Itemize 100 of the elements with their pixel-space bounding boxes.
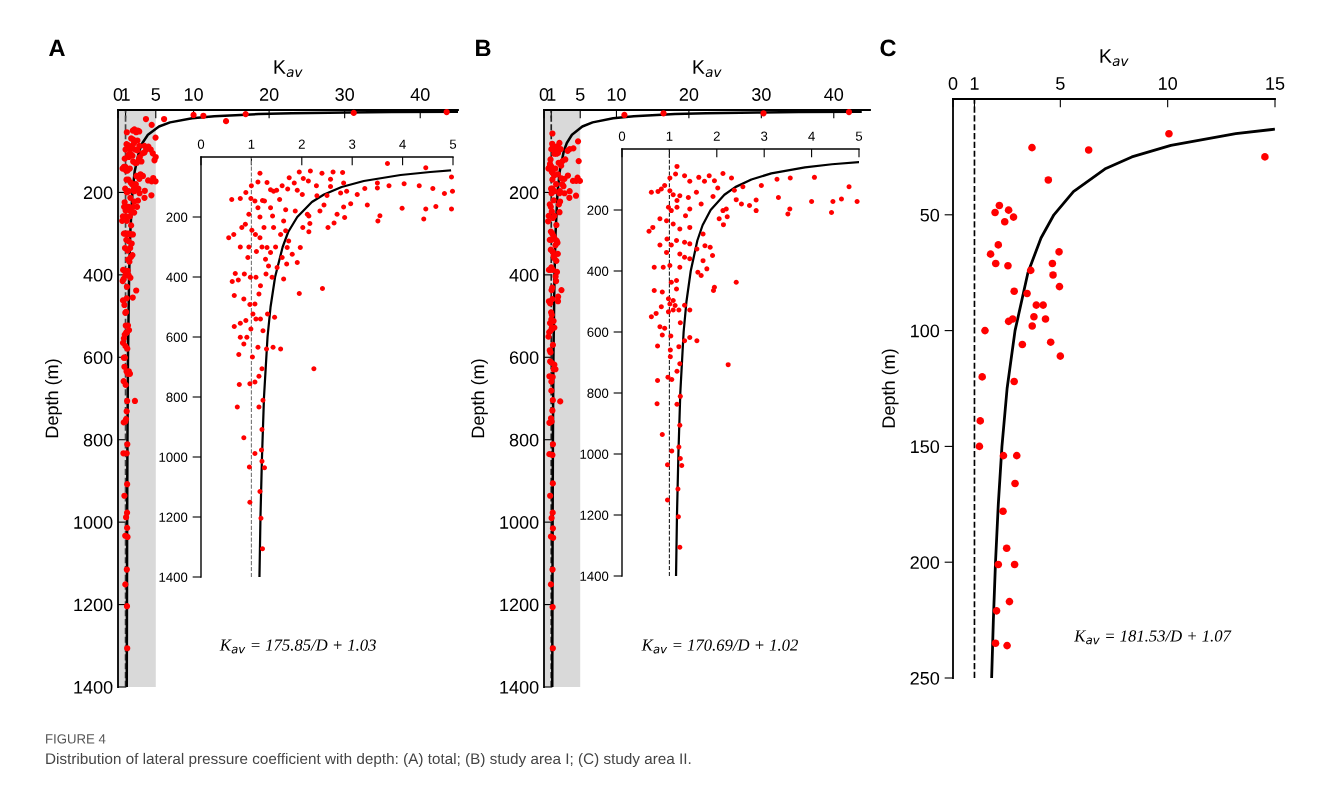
x-tick-label: 30	[751, 88, 771, 101]
point	[1032, 301, 1041, 309]
x-tick-label: 10	[1159, 77, 1177, 90]
annotation: K$_{av}$ = 181.53/D + 1.07	[1074, 630, 1232, 645]
point	[1030, 312, 1038, 321]
point	[981, 326, 989, 335]
point	[1165, 129, 1173, 138]
x-tick-label: 1	[248, 139, 255, 149]
point	[1012, 451, 1021, 460]
point	[986, 250, 995, 258]
point	[1005, 597, 1014, 606]
point	[1049, 271, 1057, 279]
x-tick-label: 10	[607, 88, 626, 101]
x-tick-label: 5	[575, 88, 585, 101]
y-tick-label: 250	[910, 671, 940, 685]
line-series	[674, 161, 859, 576]
x-tick-label: 0	[113, 88, 123, 101]
x-tick-label: 1	[666, 131, 673, 141]
x-tick-label: 0	[197, 139, 205, 149]
x-tick-label: 15	[1266, 77, 1285, 90]
point	[994, 241, 1003, 249]
point	[1055, 248, 1063, 256]
point	[1026, 266, 1035, 275]
point	[1010, 287, 1018, 296]
y-tick-label: 1200	[500, 598, 539, 612]
y-tick-label: 800	[166, 392, 188, 402]
y-tick-label: 400	[509, 268, 539, 282]
point	[991, 639, 1000, 648]
y-tick-label: 1000	[580, 449, 609, 459]
point	[1003, 641, 1011, 650]
y-tick-label: 200	[83, 186, 113, 200]
y-tick-label: 600	[509, 351, 539, 365]
y-tick-label: 400	[83, 268, 113, 282]
x-axis-title: K$_{av}$	[693, 60, 722, 78]
x-tick-label: 40	[410, 88, 430, 101]
point	[1046, 338, 1055, 346]
point	[1010, 377, 1018, 386]
point	[1004, 261, 1012, 270]
point	[976, 417, 985, 425]
x-tick-label: 10	[184, 88, 203, 101]
x-tick-label: 20	[259, 88, 279, 101]
x-tick-label: 0	[539, 88, 549, 101]
y-tick-label: 1200	[580, 510, 609, 520]
point	[992, 607, 1001, 615]
point	[1000, 217, 1009, 226]
y-tick-label: 1400	[580, 571, 609, 581]
point	[1023, 289, 1031, 298]
x-tick-label: 4	[808, 131, 815, 141]
point	[1039, 301, 1047, 309]
x-tick-label: 5	[449, 139, 457, 149]
line-series	[990, 127, 1275, 678]
point	[1044, 176, 1053, 184]
x-tick-label: 0	[948, 77, 958, 90]
x-tick-label: 3	[761, 131, 768, 141]
point	[1055, 282, 1064, 291]
y-tick-label: 150	[911, 440, 940, 454]
chart-title: A	[49, 39, 65, 57]
x-tick-label: 2	[713, 131, 720, 141]
point	[1041, 315, 1050, 323]
caption: FIGURE 4	[46, 734, 106, 744]
y-axis-title: Depth (m)	[881, 349, 899, 428]
point	[1028, 322, 1037, 330]
point	[1002, 544, 1011, 553]
point	[1004, 317, 1013, 326]
y-tick-label: 400	[587, 266, 609, 276]
point	[995, 201, 1004, 210]
point	[991, 208, 999, 217]
y-tick-label: 50	[920, 208, 940, 222]
y-tick-label: 200	[910, 556, 940, 569]
x-tick-label: 4	[399, 139, 406, 149]
point	[975, 442, 984, 451]
y-tick-label: 1400	[500, 680, 539, 694]
y-axis-title: Depth (m)	[45, 359, 62, 438]
point	[1010, 560, 1019, 569]
x-tick-label: 40	[824, 88, 844, 101]
point	[1009, 213, 1018, 221]
point	[1048, 259, 1057, 268]
y-tick-label: 600	[83, 351, 113, 365]
y-tick-label: 1000	[500, 516, 539, 529]
y-tick-label: 1400	[74, 680, 113, 694]
y-tick-label: 800	[509, 433, 539, 447]
x-tick-label: 1	[547, 88, 556, 101]
y-tick-label: 1000	[74, 516, 113, 529]
x-axis-title: K$_{av}$	[274, 60, 303, 78]
x-axis-title: K$_{av}$	[1100, 49, 1129, 67]
x-tick-label: 20	[679, 88, 699, 101]
y-tick-label: 600	[587, 327, 609, 337]
annotation: K$_{av}$ = 175.85/D + 1.03	[219, 639, 376, 654]
point	[994, 560, 1003, 569]
x-tick-label: 30	[335, 88, 354, 101]
point	[1004, 206, 1013, 214]
y-tick-label: 200	[587, 205, 609, 215]
point	[1261, 153, 1269, 161]
point	[999, 507, 1007, 516]
point	[1084, 146, 1093, 154]
x-tick-label: 5	[855, 131, 863, 141]
point	[978, 373, 986, 381]
y-tick-label: 200	[166, 212, 188, 222]
y-tick-label: 800	[83, 433, 113, 447]
y-tick-label: 100	[911, 324, 940, 338]
